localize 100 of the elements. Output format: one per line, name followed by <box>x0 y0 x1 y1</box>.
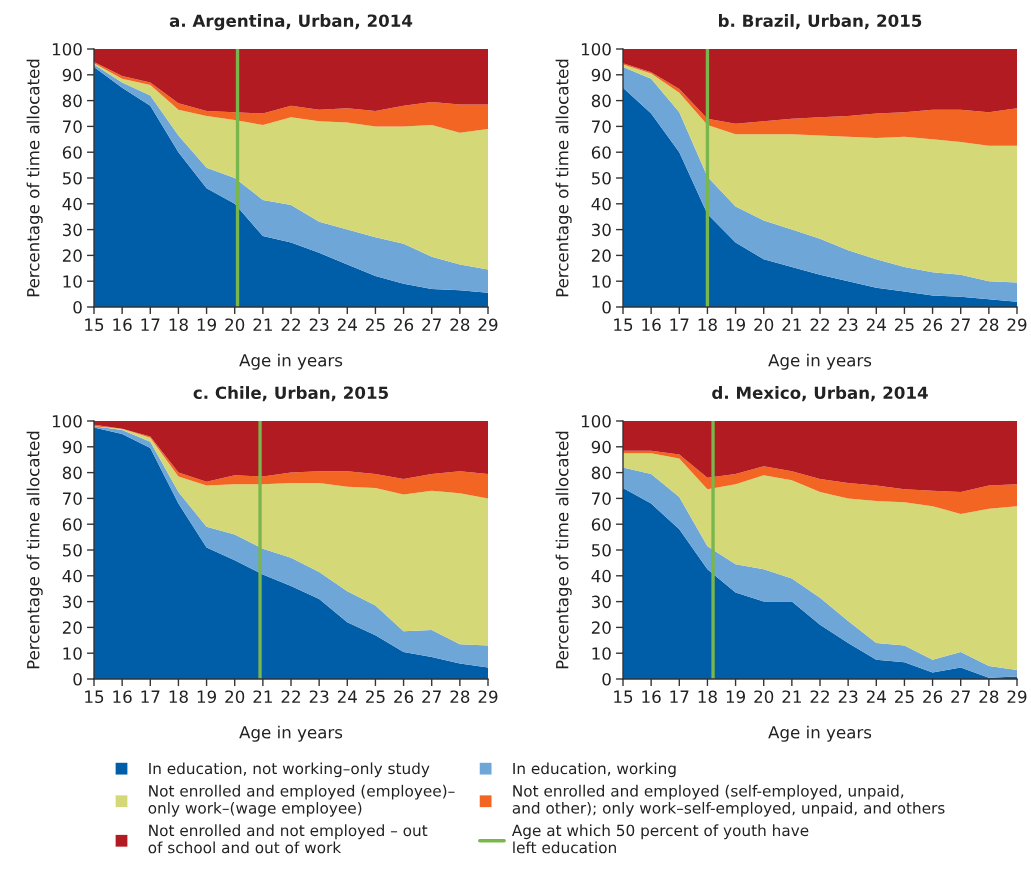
y-tick-label: 10 <box>63 647 82 660</box>
chart-title: d. Mexico, Urban, 2014 <box>712 386 928 402</box>
x-tick-label: 19 <box>726 690 745 704</box>
y-tick-label: 40 <box>591 569 611 583</box>
y-tick-label: 90 <box>591 440 611 454</box>
legend-label: Not enrolled and not employed – out of school and out of work <box>148 824 428 854</box>
x-tick-label: 29 <box>1007 318 1027 332</box>
y-tick-label: 80 <box>591 466 611 480</box>
x-tick-label: 15 <box>85 690 104 704</box>
y-tick-label: 10 <box>63 275 82 288</box>
chart-title: b. Brazil, Urban, 2015 <box>719 14 922 30</box>
x-tick-label: 29 <box>478 690 498 704</box>
legend-label: Not enrolled and employed (employee)– only work–(wage employee) <box>148 784 455 817</box>
x-tick-label: 17 <box>141 318 160 331</box>
x-tick-label: 25 <box>366 690 385 704</box>
x-tick-label: 18 <box>169 318 188 332</box>
x-tick-label: 26 <box>923 318 943 332</box>
x-tick-label: 15 <box>85 318 104 332</box>
y-tick-label: 50 <box>591 543 611 557</box>
y-tick-label: 10 <box>592 275 611 288</box>
y-tick-label: 50 <box>591 171 611 185</box>
x-tick-label: 26 <box>923 690 943 704</box>
y-tick-label: 0 <box>73 300 82 314</box>
y-tick-label: 90 <box>62 440 82 454</box>
y-tick-label: 80 <box>62 466 82 480</box>
x-tick-label: 17 <box>670 318 689 331</box>
x-tick-label: 27 <box>951 318 970 331</box>
y-tick-label: 80 <box>591 94 611 108</box>
y-tick-label: 50 <box>62 543 82 557</box>
x-tick-label: 20 <box>754 690 774 704</box>
y-tick-label: 70 <box>592 492 611 505</box>
y-axis-title: Percentage of time allocated <box>26 59 43 297</box>
x-tick-label: 28 <box>450 318 470 332</box>
x-tick-label: 29 <box>478 318 498 332</box>
x-tick-label: 19 <box>726 318 745 332</box>
x-tick-label: 29 <box>1007 690 1027 704</box>
x-tick-label: 23 <box>309 690 329 704</box>
y-tick-label: 50 <box>62 171 82 185</box>
y-tick-label: 10 <box>592 647 611 660</box>
y-tick-label: 0 <box>602 300 611 314</box>
x-tick-label: 16 <box>642 318 661 332</box>
y-tick-label: 100 <box>581 42 611 56</box>
x-axis-title: Age in years <box>239 725 343 742</box>
x-tick-label: 21 <box>253 318 272 331</box>
y-tick-label: 30 <box>591 223 611 237</box>
x-tick-label: 22 <box>810 318 829 331</box>
x-tick-label: 21 <box>782 318 801 331</box>
y-tick-label: 60 <box>591 146 611 159</box>
x-tick-label: 25 <box>895 318 914 332</box>
x-tick-label: 24 <box>866 318 886 331</box>
x-axis-title: Age in years <box>768 353 872 370</box>
x-tick-label: 22 <box>281 318 300 331</box>
y-tick-label: 60 <box>62 518 82 531</box>
x-axis-title: Age in years <box>768 725 872 742</box>
x-tick-label: 24 <box>866 690 886 703</box>
y-tick-label: 30 <box>62 595 82 609</box>
y-tick-label: 100 <box>581 414 611 428</box>
x-tick-label: 21 <box>782 690 801 703</box>
legend-label: Not enrolled and employed (self-employed, unpaid, and other); only work–self-employed, unpaid, and others <box>512 784 945 817</box>
x-tick-label: 18 <box>698 318 717 332</box>
y-tick-label: 70 <box>63 492 82 505</box>
x-tick-label: 15 <box>614 690 633 704</box>
x-tick-label: 24 <box>337 690 357 703</box>
x-tick-label: 27 <box>422 690 441 703</box>
y-tick-label: 30 <box>591 595 611 609</box>
y-tick-label: 20 <box>62 621 82 634</box>
x-tick-label: 17 <box>141 690 160 703</box>
x-tick-label: 28 <box>979 318 999 332</box>
x-axis-title: Age in years <box>239 353 343 370</box>
x-tick-label: 24 <box>337 318 357 331</box>
chart-title: a. Argentina, Urban, 2014 <box>169 14 413 31</box>
y-tick-label: 100 <box>52 42 82 56</box>
x-tick-label: 16 <box>642 690 661 704</box>
y-tick-label: 70 <box>63 120 82 133</box>
x-tick-label: 20 <box>225 690 245 704</box>
x-tick-label: 22 <box>281 690 300 703</box>
y-tick-label: 20 <box>62 249 82 262</box>
chart-title: c. Chile, Urban, 2015 <box>193 386 388 402</box>
y-tick-label: 40 <box>591 197 611 211</box>
legend-label: Age at which 50 percent of youth have left education <box>511 824 809 854</box>
y-tick-label: 20 <box>591 249 611 262</box>
y-tick-label: 0 <box>73 672 82 686</box>
y-axis-title: Percentage of time allocated <box>555 59 572 297</box>
x-tick-label: 28 <box>450 690 470 704</box>
y-tick-label: 70 <box>592 120 611 133</box>
x-tick-label: 16 <box>113 690 132 704</box>
x-tick-label: 20 <box>754 318 774 332</box>
x-tick-label: 15 <box>614 318 633 332</box>
x-tick-label: 17 <box>670 690 689 703</box>
y-tick-label: 40 <box>62 569 82 583</box>
x-tick-label: 28 <box>979 690 999 704</box>
x-tick-label: 23 <box>838 690 858 704</box>
x-tick-label: 18 <box>698 690 717 704</box>
x-tick-label: 21 <box>253 690 272 703</box>
y-tick-label: 90 <box>62 68 82 82</box>
x-tick-label: 27 <box>951 690 970 703</box>
x-tick-label: 19 <box>197 318 216 332</box>
y-tick-label: 30 <box>62 223 82 237</box>
legend-label: In education, not working–only study <box>149 762 430 778</box>
x-tick-label: 25 <box>895 690 914 704</box>
